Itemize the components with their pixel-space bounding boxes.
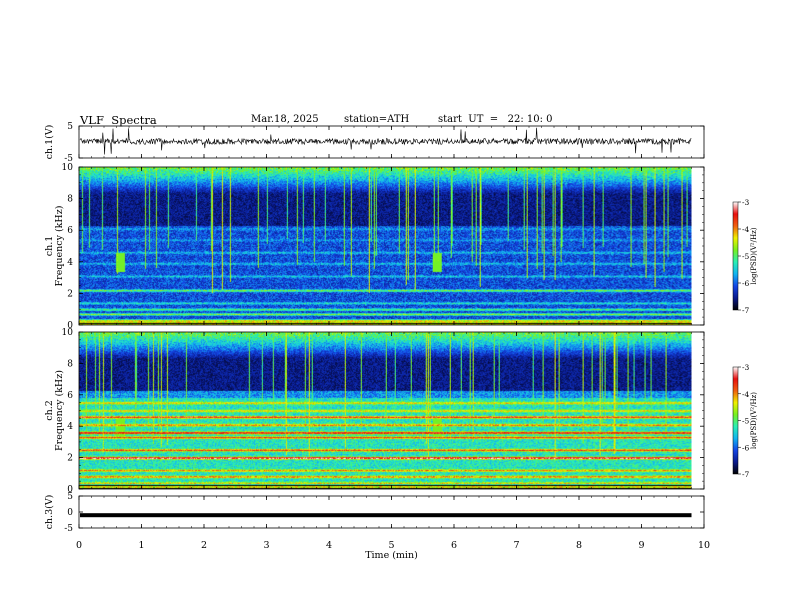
y-tick-label: 6 — [67, 226, 73, 236]
colorbar: -3 -4 -5 -6 -7 log(PSD)(V²/Hz) — [732, 363, 758, 479]
y-tick-label: 4 — [67, 258, 73, 268]
start-time-label: start UT = 22: 10: 0 — [438, 114, 553, 125]
colorbar-tick-label: -5 — [742, 417, 750, 426]
y-tick-label: 5 — [67, 492, 73, 502]
station-label: station=ATH — [344, 114, 410, 125]
colorbar-tick-label: -6 — [742, 443, 750, 452]
y-tick-label: 8 — [67, 195, 73, 205]
x-axis: 0 1 2 3 4 5 6 7 8 9 10 Time (min) — [76, 540, 710, 561]
colorbar-tick-label: -7 — [742, 470, 750, 479]
y-axis-label: ch.1Frequency (kHz) — [44, 206, 65, 287]
x-axis-label: Time (min) — [365, 550, 418, 561]
y-tick-label: 2 — [67, 289, 73, 299]
x-tick-label: 8 — [576, 540, 582, 551]
x-tick-label: 0 — [76, 540, 82, 551]
ch3-trace — [80, 513, 692, 518]
x-tick-label: 9 — [638, 540, 644, 551]
colorbar: -3 -4 -5 -6 -7 log(PSD)(V²/Hz) — [732, 198, 758, 315]
figure-title: VLF Spectra — [80, 113, 157, 127]
y-tick-label: 0 — [67, 508, 73, 518]
spectrogram-image — [79, 167, 692, 325]
x-tick-label: 4 — [326, 540, 332, 551]
colorbar-tick-label: -3 — [742, 363, 750, 372]
x-tick-label: 3 — [263, 540, 269, 551]
y-axis-label: ch.1(V) — [44, 125, 55, 160]
y-tick-label: 10 — [62, 163, 74, 173]
ch2-spectrogram: 0 2 4 6 8 10 ch.2Frequency (kHz) -3 -4 -5 -6 -7 log(… — [44, 328, 758, 495]
y-tick-label: 5 — [67, 122, 73, 132]
colorbar-scale — [732, 201, 739, 311]
colorbar-tick-label: -7 — [742, 306, 750, 315]
x-tick-label: 5 — [388, 540, 394, 551]
date-label: Mar.18, 2025 — [251, 114, 319, 125]
ch1-waveform: 5 -5 ch.1(V) — [44, 122, 705, 164]
spectrogram-image — [79, 332, 692, 489]
colorbar-scale — [732, 366, 739, 475]
y-tick-label: -5 — [64, 154, 73, 164]
x-tick-label: 6 — [451, 540, 457, 551]
y-tick-label: 0 — [67, 321, 73, 331]
y-tick-label: -5 — [64, 524, 73, 534]
colorbar-tick-label: -3 — [742, 198, 750, 207]
colorbar-tick-label: -5 — [742, 252, 750, 261]
y-tick-label: 2 — [67, 454, 73, 464]
colorbar-label: log(PSD)(V²/Hz) — [750, 392, 758, 449]
y-tick-label: 6 — [67, 391, 73, 401]
ch1-spectrogram: 0 2 4 6 8 10 ch.1Frequency (kHz) -3 -4 -5 -6 -7 log(… — [44, 163, 758, 331]
ch1-trace — [79, 127, 692, 155]
colorbar-tick-label: -6 — [742, 279, 750, 288]
panel-frame — [78, 495, 705, 529]
x-tick-label: 2 — [201, 540, 207, 551]
y-tick-label: 8 — [67, 359, 73, 369]
y-axis-label: ch.3(V) — [44, 495, 55, 530]
x-tick-label: 7 — [513, 540, 519, 551]
ch3-waveform: 5 0 -5 ch.3(V) — [44, 492, 705, 534]
y-tick-label: 4 — [67, 422, 73, 432]
y-axis-label: ch.2Frequency (kHz) — [44, 370, 65, 451]
colorbar-tick-label: -4 — [742, 390, 750, 399]
y-tick-label: 0 — [67, 485, 73, 495]
x-tick-label: 10 — [698, 540, 710, 551]
x-tick-label: 1 — [138, 540, 144, 551]
colorbar-label: log(PSD)(V²/Hz) — [750, 227, 758, 284]
colorbar-tick-label: -4 — [742, 225, 750, 234]
y-tick-label: 10 — [62, 328, 74, 338]
